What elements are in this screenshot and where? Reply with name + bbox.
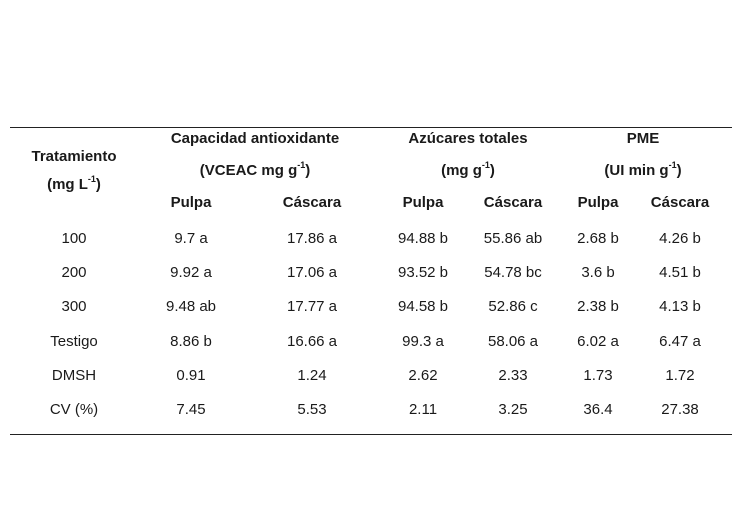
row-label: 100 (61, 230, 87, 247)
table-cell: 1.73 (583, 367, 613, 384)
table-cell: 9.48 ab (165, 298, 217, 315)
table-cell: 93.52 b (397, 264, 449, 281)
table-cell: 4.51 b (659, 264, 701, 281)
table-cell: 3.6 b (581, 264, 615, 281)
subheader-cascara: Cáscara (282, 194, 342, 211)
table-cell: 5.53 (297, 401, 327, 418)
subheader-pulpa: Pulpa (170, 194, 212, 211)
header-group-capacidad: Capacidad antioxidante (170, 130, 340, 147)
header-group-pme-unit: (UI min g-1) (604, 160, 682, 180)
table-cell: 58.06 a (487, 333, 539, 350)
table-cell: 36.4 (583, 401, 613, 418)
table-cell: 27.38 (661, 401, 699, 418)
subheader-pulpa: Pulpa (577, 194, 619, 211)
subheader-cascara: Cáscara (483, 194, 543, 211)
subheader-pulpa: Pulpa (402, 194, 444, 211)
table-cell: 6.02 a (577, 333, 619, 350)
subheader-cascara: Cáscara (650, 194, 710, 211)
table-cell: 17.86 a (286, 230, 338, 247)
table-cell: 94.58 b (397, 298, 449, 315)
table-cell: 1.24 (297, 367, 327, 384)
table-cell: 55.86 ab (483, 230, 543, 247)
table-cell: 2.68 b (577, 230, 619, 247)
table-bottom-rule (10, 434, 732, 435)
header-tratamiento-unit: (mg L-1) (47, 174, 101, 194)
table-cell: 16.66 a (286, 333, 338, 350)
table-cell: 6.47 a (659, 333, 701, 350)
table-cell: 2.33 (498, 367, 528, 384)
table-cell: 4.13 b (659, 298, 701, 315)
row-label: DMSH (51, 367, 97, 384)
table-cell: 17.06 a (286, 264, 338, 281)
header-group-pme: PME (626, 130, 660, 147)
table-cell: 2.11 (408, 401, 438, 418)
header-tratamiento: Tratamiento (31, 148, 117, 165)
table-cell: 2.38 b (577, 298, 619, 315)
table-cell: 4.26 b (659, 230, 701, 247)
header-group-capacidad-unit: (VCEAC mg g-1) (199, 160, 311, 180)
row-label: 200 (61, 264, 87, 281)
table-top-rule (10, 127, 732, 128)
table-cell: 7.45 (176, 401, 206, 418)
table-cell: 54.78 bc (484, 264, 542, 281)
row-label: CV (%) (49, 401, 99, 418)
header-group-azucares-unit: (mg g-1) (441, 160, 495, 180)
row-label: 300 (61, 298, 87, 315)
table-cell: 1.72 (665, 367, 695, 384)
table-cell: 9.7 a (174, 230, 208, 247)
row-label: Testigo (50, 333, 98, 350)
table-cell: 2.62 (408, 367, 438, 384)
table-cell: 3.25 (498, 401, 528, 418)
header-group-azucares: Azúcares totales (408, 130, 528, 147)
table-cell: 94.88 b (397, 230, 449, 247)
table-cell: 0.91 (176, 367, 206, 384)
table-cell: 52.86 c (488, 298, 538, 315)
table-cell: 8.86 b (170, 333, 212, 350)
table-cell: 99.3 a (402, 333, 444, 350)
table-cell: 9.92 a (170, 264, 212, 281)
table-cell: 17.77 a (286, 298, 338, 315)
